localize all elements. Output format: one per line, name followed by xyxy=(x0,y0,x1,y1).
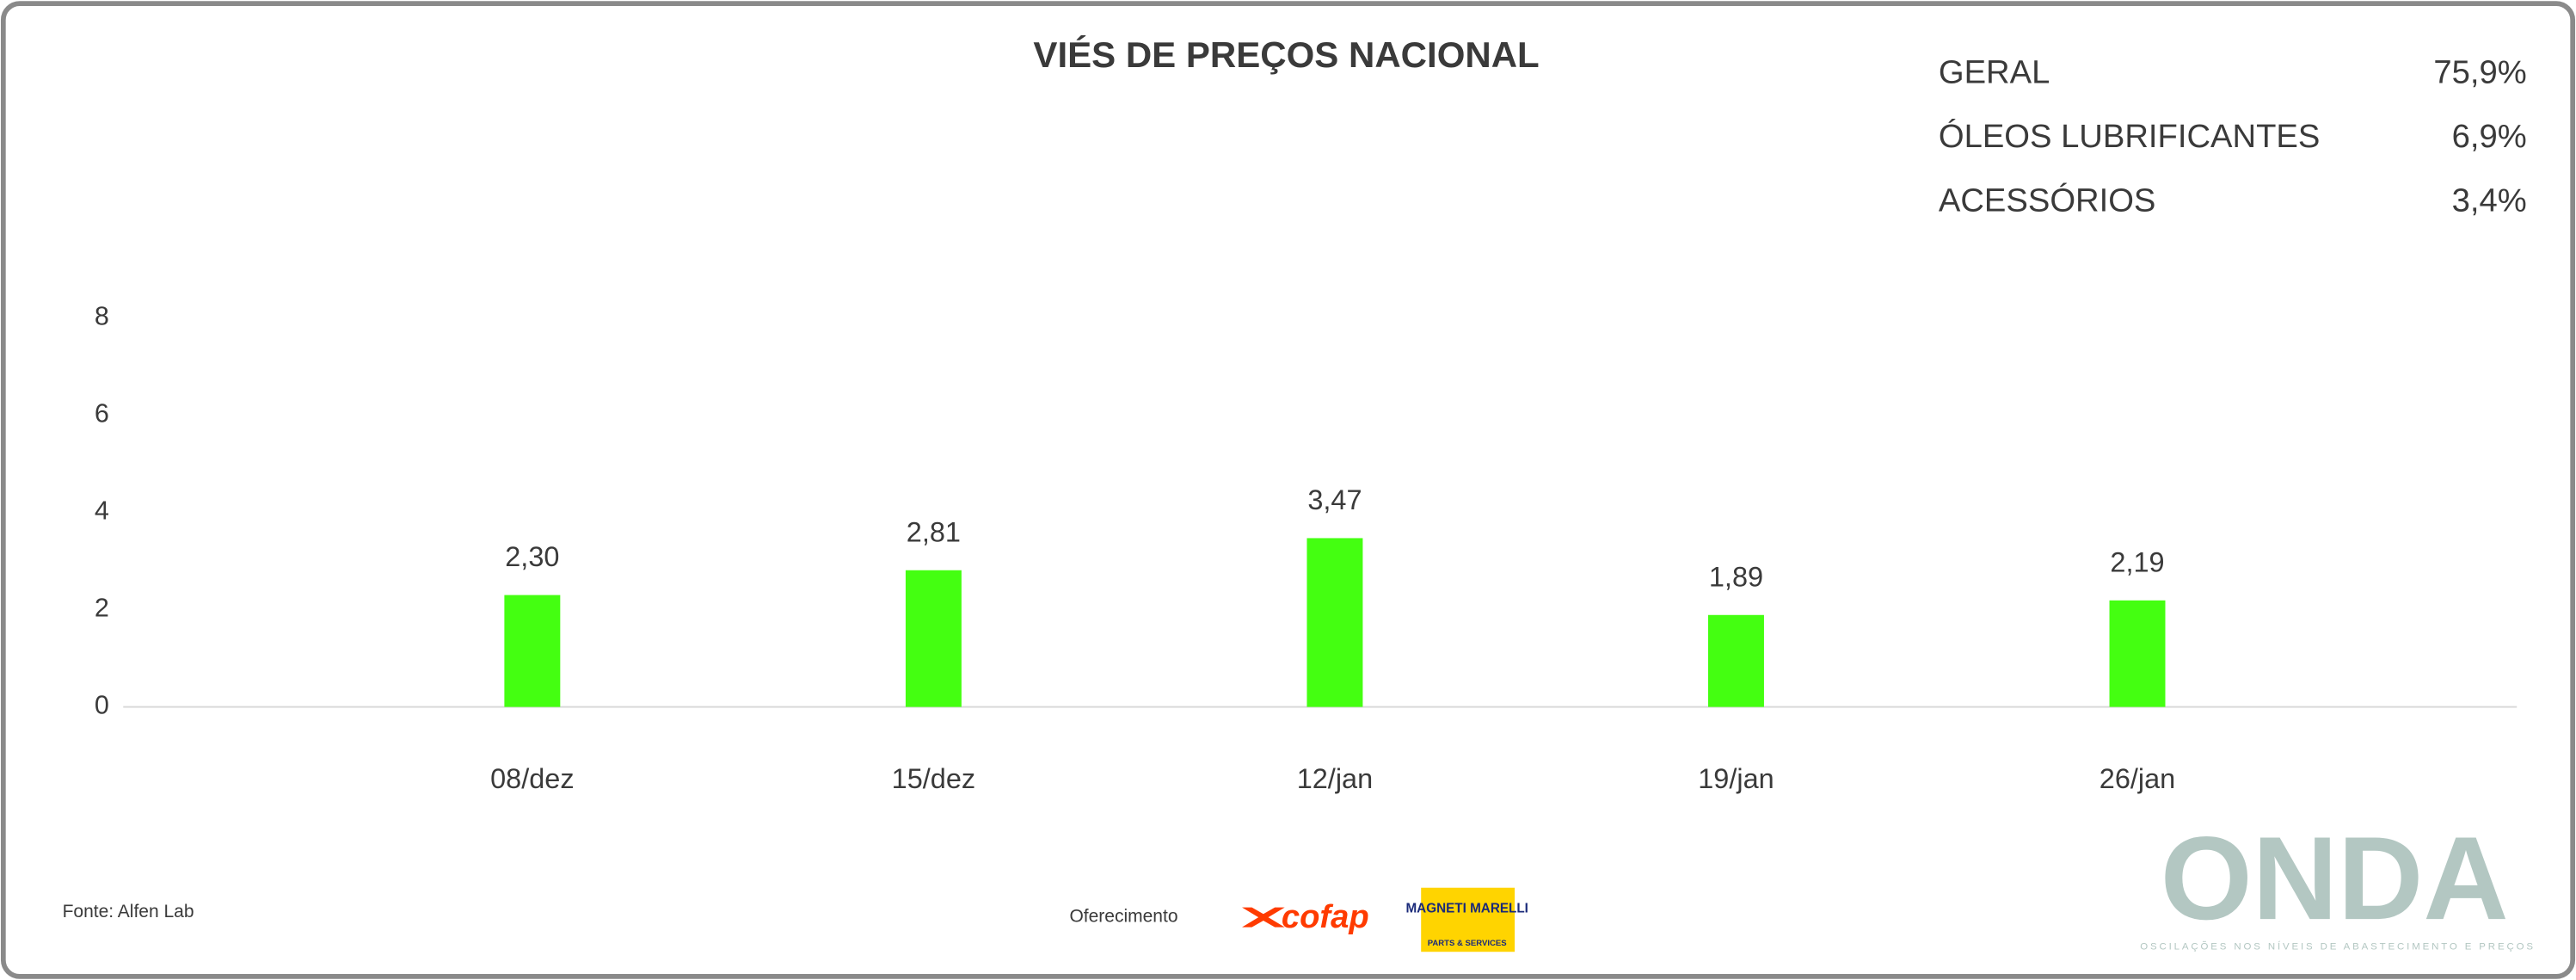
value-label: 2,81 xyxy=(907,516,961,547)
value-label: 2,19 xyxy=(2110,546,2164,577)
y-tick-label: 0 xyxy=(95,691,109,720)
cofap-logo: cofap xyxy=(1242,898,1369,935)
value-label: 3,47 xyxy=(1307,484,1362,515)
bar xyxy=(2109,600,2166,707)
bar xyxy=(1306,538,1363,707)
value-label: 1,89 xyxy=(1709,561,1763,592)
x-tick-label: 15/dez xyxy=(892,763,976,794)
source: Fonte: Alfen Lab xyxy=(63,902,194,921)
sponsor-name: cofap xyxy=(1282,898,1369,935)
summary-value: 75,9% xyxy=(2433,53,2526,90)
brand-tagline: OSCILAÇÕES NOS NÍVEIS DE ABASTECIMENTO E… xyxy=(2140,941,2536,952)
bar xyxy=(504,595,561,707)
cofap-icon xyxy=(1242,907,1285,928)
sponsor-label: Oferecimento xyxy=(1069,907,1177,927)
sponsor-name: MAGNETI MARELLI xyxy=(1405,902,1528,916)
y-tick-label: 6 xyxy=(95,398,109,428)
x-tick-label: 26/jan xyxy=(2100,763,2175,794)
marelli-logo: MAGNETI MARELLI PARTS & SERVICES xyxy=(1405,887,1528,952)
sponsor-sub: PARTS & SERVICES xyxy=(1428,939,1507,948)
value-label: 2,30 xyxy=(505,541,559,572)
summary-label: ACESSÓRIOS xyxy=(1939,182,2156,219)
summary-value: 6,9% xyxy=(2452,118,2527,155)
summary-value: 3,4% xyxy=(2452,182,2527,219)
x-tick-label: 19/jan xyxy=(1698,763,1774,794)
chart-title: VIÉS DE PREÇOS NACIONAL xyxy=(1033,34,1539,75)
brand: ONDA xyxy=(2161,813,2509,945)
y-tick-label: 4 xyxy=(95,496,109,526)
bar xyxy=(1708,614,1764,707)
y-tick-label: 2 xyxy=(95,594,109,623)
x-tick-label: 08/dez xyxy=(490,763,575,794)
y-tick-label: 8 xyxy=(95,301,109,330)
bar xyxy=(905,570,962,707)
x-tick-label: 12/jan xyxy=(1297,763,1373,794)
marelli-box xyxy=(1421,887,1515,952)
summary-label: GERAL xyxy=(1939,53,2050,90)
summary-label: ÓLEOS LUBRIFICANTES xyxy=(1939,118,2321,155)
